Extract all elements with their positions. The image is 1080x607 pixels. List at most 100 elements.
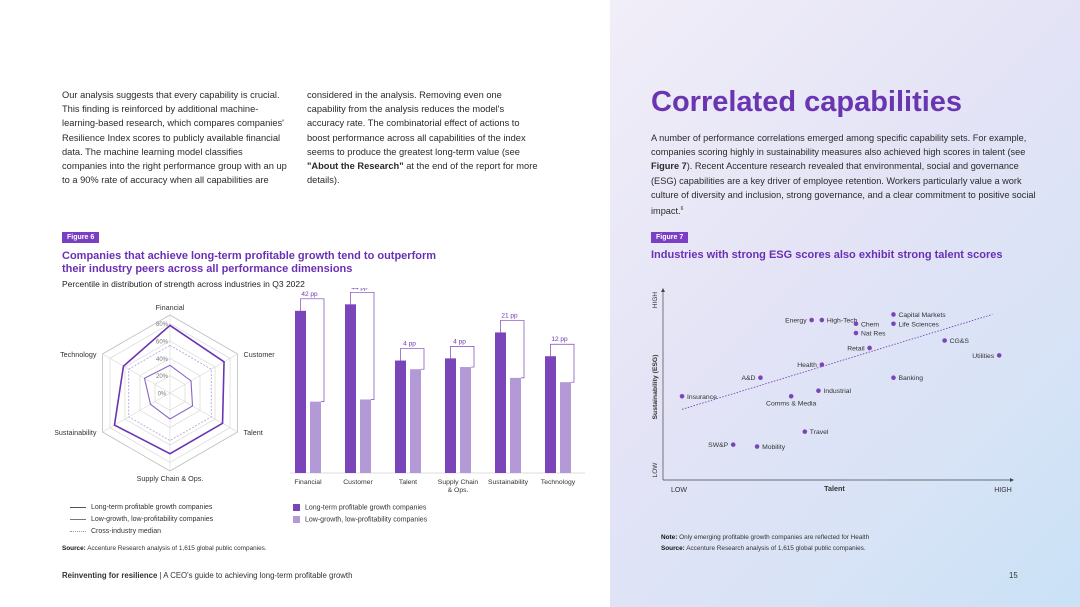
radar-tick-label: 20% [156,374,169,380]
scatter-point-label: Industrial [823,388,851,395]
bar-category-label: Supply Chain [438,479,479,486]
bar-low-growth [360,399,371,473]
radar-chart: 80% 60% 40% 20% 0% Financial Customer Talent Sup… [55,303,275,483]
radar-grid [102,314,238,472]
radar-series-line [143,364,194,420]
scatter-point [867,345,872,351]
y-axis-title: Sustainability (ESG) [652,355,659,420]
bar-low-growth [310,401,321,473]
scatter-point-label: Mobility [762,444,786,451]
bar-long-term [445,358,456,473]
bar-gap-label: 12 pp [551,336,568,343]
scatter-chart: LOW HIGH Talent LOW HIGH Sustainability (ESG)… [652,288,1014,494]
scatter-point [730,442,736,447]
bar-category-label: Financial [294,479,322,486]
bar-gap-bracket [400,348,425,370]
scatter-point-label: High-Tech [827,318,858,325]
scatter-point-label: Energy [785,318,807,325]
bar-gap-label: 21 pp [501,312,518,319]
radar-series-line [128,344,212,442]
left-page [0,0,610,607]
x-axis-arrow [1010,478,1014,482]
legend-box-long-term: Long-term profitable growth companies [293,504,426,511]
scatter-point [819,317,825,323]
bar-long-term [395,360,406,473]
figure-6-subtitle: Percentile in distribution of strength a… [62,279,305,289]
scatter-point-label: SW&P [708,442,728,449]
bar-long-term [295,310,306,473]
radar-tick-label: 0% [158,392,167,398]
right-paragraph: A number of performance correlations eme… [651,133,1036,217]
radar-labels: 80% 60% 40% 20% 0% Financial Customer Talent Sup… [55,303,275,483]
bar-low-growth [410,369,421,473]
bar-category-label: & Ops. [448,487,469,494]
radar-series-line [113,324,225,455]
scatter-point-label: Health [797,362,817,369]
radar-series [113,324,225,455]
scatter-point-label: Retail [847,345,865,352]
bar-low-growth [510,377,521,473]
radar-tick-label: 60% [156,340,169,346]
scatter-point-label: Comms & Media [766,400,816,407]
scatter-point-label: Utilities [972,353,995,360]
trend-line [681,314,993,410]
page-number: 15 [1009,571,1018,580]
scatter-point [816,388,821,394]
bar-category-label: Sustainability [488,479,529,486]
scatter-point [809,317,814,323]
radar-spoke [169,392,238,433]
scatter-point-label: Life Sciences [898,321,939,328]
bar-category-label: Talent [399,479,417,486]
scatter-point [891,312,896,317]
bar-gap-label: 42 pp [301,291,318,298]
scatter-point-label: Capital Markets [898,312,946,319]
bar-gap-bracket [450,346,475,368]
scatter-point-label: CG&S [950,338,970,345]
bar-gap-bracket [300,298,325,402]
legend-box-low-growth: Low-growth, low-profitability companies [293,516,427,523]
footer: Reinventing for resilience | A CEO's gui… [62,571,353,580]
radar-spoke [102,392,171,433]
bar-gap-label: 4 pp [453,338,466,345]
bar-gap-label: 4 pp [403,341,416,348]
bar-category-label: Technology [541,479,576,486]
bar-chart: 42 pp Financial 44 pp Customer 4 pp Talent 4 p… [290,288,585,494]
x-axis-title: Talent [824,484,845,493]
figure-7-note: Note: Only emerging profitable growth co… [661,534,870,541]
legend-line-low-growth: Low-growth, low-profitability companies [70,516,213,523]
bar-layer: 42 pp Financial 44 pp Customer 4 pp Talent 4 p… [290,288,585,494]
figure-6-tag: Figure 6 [62,232,100,243]
bar-gap-bracket [350,291,375,400]
y-axis-arrow [661,288,665,292]
radar-spoke [169,353,238,394]
y-low-label: LOW [652,462,659,478]
figure-7-source: Source: Accenture Research analysis of 1… [661,545,866,552]
radar-tick-label: 80% [156,322,169,328]
scatter-point [891,375,896,380]
page-title: Correlated capabilities [651,86,963,118]
radar-axis-label: Talent [244,428,263,437]
right-page [610,0,1080,607]
scatter-point [788,394,794,399]
scatter-point [802,429,808,434]
y-high-label: HIGH [652,292,659,309]
bar-long-term [495,332,506,473]
scatter-layer: LOW HIGH Talent LOW HIGH Sustainability (ESG)… [652,288,1014,494]
radar-axis-label: Financial [156,303,185,312]
scatter-point [891,321,896,327]
bar-gap-bracket [550,343,575,383]
scatter-point-label: Nat Res [861,331,886,338]
bar-category-label: Customer [343,479,373,486]
scatter-point [758,375,763,380]
legend-line-long-term: Long-term profitable growth companies [70,504,212,511]
radar-axis-label: Sustainability [55,428,97,437]
legend-line-median: Cross-industry median [70,528,161,535]
scatter-point-label: Banking [898,375,923,382]
radar-tick-label: 40% [156,357,169,363]
scatter-point [853,330,859,336]
body-paragraph-col1: Our analysis suggests that every capabil… [62,90,287,186]
scatter-point-label: Chem [861,321,879,328]
scatter-point-label: Travel [810,429,829,436]
scatter-point [853,321,859,327]
bar-long-term [545,356,556,473]
